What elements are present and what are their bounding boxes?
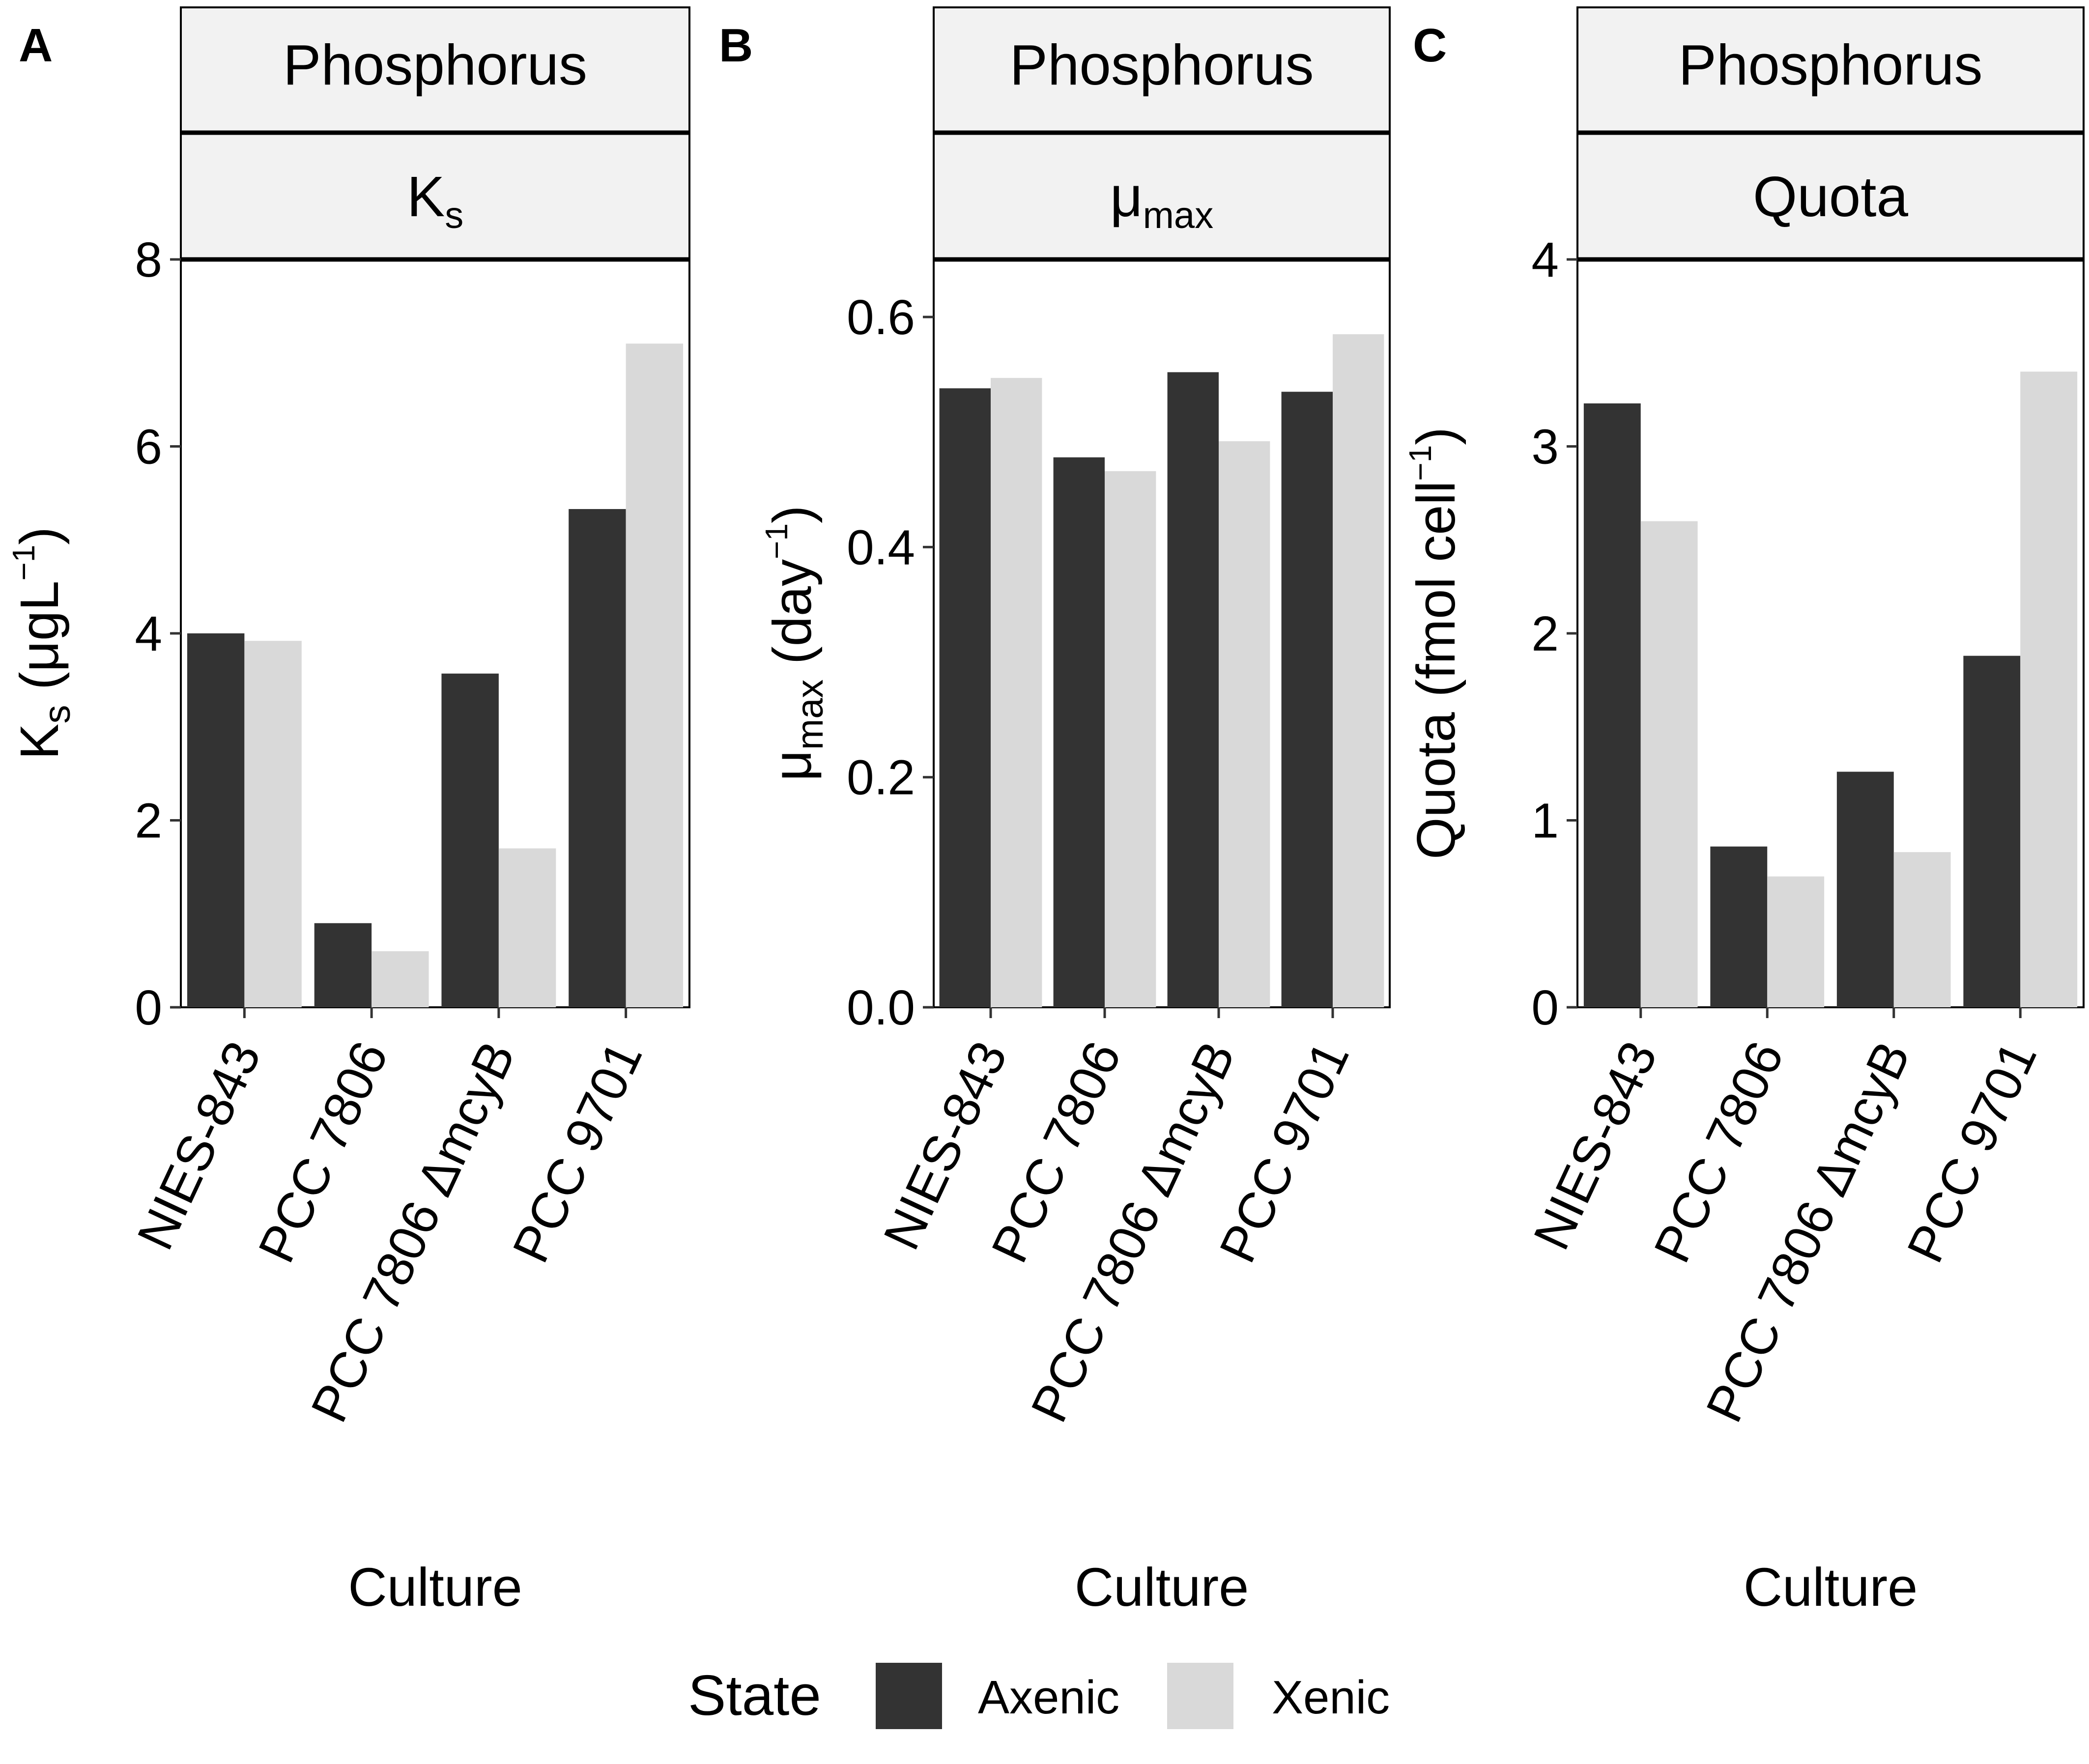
strip-top-label: Phosphorus: [1009, 33, 1314, 97]
x-axis-title: Culture: [1744, 1557, 1918, 1618]
y-axis-title: μmax (day−1): [759, 505, 831, 781]
strip-param-box: [933, 132, 1391, 260]
bar-axenic-pcc-7806-mcyb: [1167, 372, 1219, 1008]
plot-frame: [933, 258, 1391, 1008]
bar-axenic-pcc-9701: [1963, 655, 2021, 1007]
x-tick-label: NIES-843: [127, 1033, 272, 1258]
panel-letter: C: [1413, 19, 1447, 72]
y-tick-label: 1: [1531, 794, 1559, 849]
legend-key-axenic: [876, 1663, 942, 1729]
x-axis-title: Culture: [1075, 1557, 1249, 1618]
bar-axenic-nies-843: [187, 633, 245, 1007]
bar-xenic-pcc-9701: [626, 343, 684, 1007]
bar-xenic-pcc-7806-mcyb: [1893, 852, 1951, 1007]
x-axis-title: Culture: [348, 1557, 522, 1618]
bar-xenic-nies-843: [991, 378, 1042, 1007]
bar-axenic-pcc-7806: [1053, 457, 1105, 1007]
strip-param-box: [180, 132, 690, 260]
y-tick-label: 0.6: [847, 290, 915, 345]
panel-letter: B: [719, 19, 753, 72]
x-tick-label: PCC 7806: [1643, 1033, 1795, 1271]
strip-top-label: Phosphorus: [1678, 33, 1982, 97]
x-tick-label: PCC 9701: [1896, 1033, 2048, 1271]
strip-param-label: Ks: [407, 165, 463, 236]
bar-axenic-pcc-9701: [569, 509, 626, 1007]
y-tick-label: 4: [135, 606, 162, 661]
bar-xenic-pcc-9701: [2020, 371, 2078, 1007]
strip-param-box: [1576, 132, 2085, 260]
y-tick-label: 6: [135, 420, 162, 475]
bar-axenic-pcc-7806: [314, 923, 372, 1007]
strip-param-label: Quota: [1753, 165, 1908, 228]
x-tick-label: NIES-843: [1523, 1033, 1668, 1258]
x-tick-label: PCC 7806: [248, 1033, 399, 1271]
y-tick-label: 0.4: [847, 520, 915, 575]
bar-axenic-pcc-7806: [1710, 846, 1768, 1007]
y-tick-label: 4: [1531, 232, 1559, 287]
bar-xenic-pcc-7806-mcyb: [1219, 441, 1270, 1007]
bar-xenic-pcc-9701: [1333, 334, 1384, 1008]
bar-xenic-nies-843: [244, 641, 302, 1007]
legend: State Axenic Xenic: [688, 1663, 1390, 1729]
y-axis-title: Ks (μgL−1): [6, 527, 78, 760]
panel-letter: A: [19, 19, 53, 72]
bar-axenic-nies-843: [939, 388, 991, 1007]
bar-xenic-nies-843: [1640, 521, 1698, 1007]
bar-xenic-pcc-7806: [372, 951, 429, 1007]
y-axis-title: Quota (fmol cell−1): [1402, 427, 1466, 859]
bar-axenic-pcc-9701: [1281, 392, 1333, 1008]
y-tick-label: 0: [1531, 980, 1559, 1035]
bar-axenic-nies-843: [1583, 403, 1641, 1007]
strip-top-box: [1576, 6, 2085, 134]
strip-top-label: Phosphorus: [283, 33, 587, 97]
bar-xenic-pcc-7806: [1105, 471, 1156, 1008]
legend-title: State: [688, 1663, 821, 1727]
legend-label-xenic: Xenic: [1272, 1671, 1390, 1724]
bar-axenic-pcc-7806-mcyb: [1836, 771, 1894, 1007]
y-tick-label: 2: [1531, 606, 1559, 661]
y-tick-label: 3: [1531, 420, 1559, 475]
y-tick-label: 8: [135, 232, 162, 287]
y-tick-label: 2: [135, 794, 162, 849]
y-tick-label: 0: [135, 980, 162, 1035]
bar-axenic-pcc-7806-mcyb: [441, 673, 499, 1007]
strip-param-label: μmax: [1110, 165, 1213, 236]
legend-key-xenic: [1167, 1663, 1233, 1729]
strip-top-box: [180, 6, 690, 134]
bar-xenic-pcc-7806: [1767, 876, 1825, 1007]
bar-xenic-pcc-7806-mcyb: [498, 848, 556, 1007]
legend-label-axenic: Axenic: [978, 1671, 1119, 1724]
y-tick-label: 0.0: [847, 980, 915, 1035]
x-tick-label: PCC 9701: [502, 1033, 654, 1271]
y-tick-label: 0.2: [847, 750, 915, 805]
strip-top-box: [933, 6, 1391, 134]
